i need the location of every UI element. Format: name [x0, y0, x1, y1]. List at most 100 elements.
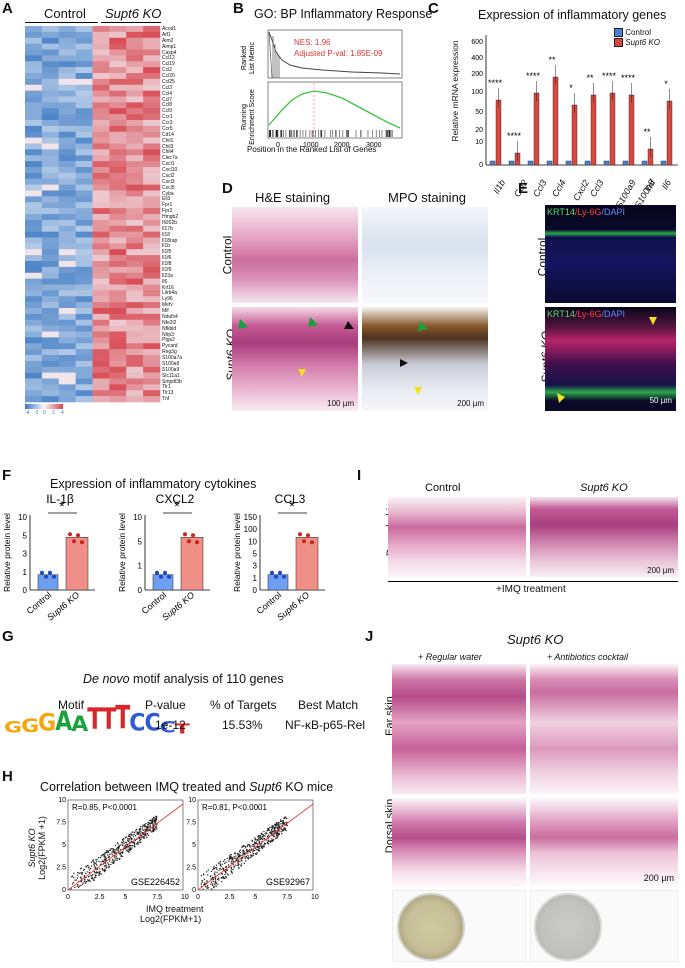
scatter-point: [213, 886, 215, 889]
scatter-point: [114, 859, 116, 862]
scatter-point: [252, 849, 255, 851]
heatmap-cell: [143, 61, 161, 68]
scatter-point: [253, 841, 256, 843]
heatmap-cell: [92, 343, 110, 350]
scatter-point: [237, 864, 239, 867]
heatmap-group-ko: Supt6 KO: [105, 6, 162, 21]
scale-tick: -2: [34, 410, 39, 416]
scatter-stats: R=0.81, P<0.0001: [202, 803, 267, 812]
scatter-point: [248, 848, 251, 851]
heatmap-cell: [109, 49, 127, 56]
scatter-point: [82, 882, 84, 884]
gene-label: Ccl12: [162, 55, 175, 62]
scatter-point: [286, 824, 288, 827]
scatter-point: [140, 838, 142, 841]
cytokine-point-ko: [187, 539, 191, 544]
scatter-point: [283, 817, 285, 820]
heatmap-cell: [25, 255, 43, 262]
heatmap-cell: [143, 343, 161, 350]
heatmap-cell: [58, 172, 76, 180]
scatter-point: [144, 823, 146, 826]
legend-ko: Supt6 KO: [625, 38, 660, 47]
scatter-point: [272, 835, 275, 837]
scatter-point: [104, 852, 106, 855]
scatter-point: [253, 845, 256, 847]
scale-tick: -4: [25, 410, 30, 416]
scatter-point: [237, 861, 239, 863]
cytokine-point-ko: [195, 540, 199, 545]
cytokine-significance: *: [59, 498, 65, 514]
heatmap-cell: [41, 249, 60, 256]
scatter-point: [255, 847, 257, 850]
heatmap-cell: [143, 249, 161, 256]
cytokine-point-control: [40, 570, 44, 575]
heatmap-cell: [143, 214, 161, 221]
scatter-point: [226, 857, 228, 860]
scatter-point: [238, 853, 240, 855]
scatter-point: [124, 844, 126, 846]
heatmap-cell: [25, 266, 43, 274]
heatmap-cell: [143, 114, 161, 121]
scatter-point: [241, 854, 243, 857]
scatter-point: [92, 878, 94, 880]
qpcr-significance: ****: [621, 73, 636, 83]
heatmap-cell: [126, 313, 144, 321]
scatter-point: [119, 852, 122, 854]
scatter-fit-line: [67, 803, 184, 891]
scatter-point: [139, 829, 141, 832]
heatmap-cell: [41, 208, 60, 215]
heatmap-cell: [109, 61, 127, 68]
scatter-point: [255, 838, 257, 840]
motif-header-bestmatch: Best Match: [298, 698, 359, 712]
scatter-point: [248, 844, 251, 846]
scatter-point: [215, 864, 218, 867]
scatter-point: [252, 845, 254, 848]
heatmap-cell: [109, 196, 127, 203]
qpcr-ylabel: Relative mRNA expression: [450, 40, 460, 142]
gene-label: Aif1: [162, 31, 171, 38]
scatter-point: [214, 880, 216, 883]
gene-label: Nlrp3: [162, 331, 174, 338]
scatter-point: [271, 827, 274, 830]
scatter-point: [139, 839, 141, 842]
scatter-point: [250, 855, 253, 857]
dorsal-regular-image: [392, 798, 526, 886]
scatter-point: [241, 857, 244, 859]
scatter-point: [112, 850, 114, 853]
cytokine-bar-ko: [180, 537, 204, 591]
heatmap-cell: [109, 290, 127, 297]
heatmap-cell: [143, 266, 161, 274]
qpcr-gene-label: Il1b: [491, 178, 508, 196]
scatter-point: [104, 862, 107, 864]
scatter-x-tick: 7.5: [152, 894, 162, 901]
heatmap-cell: [126, 43, 144, 50]
qpcr-y-tick: 50: [475, 109, 483, 116]
scatter-y-tick: 7.5: [56, 820, 66, 827]
cytokine-point-control: [48, 570, 52, 575]
cytokine-point-ko: [80, 540, 84, 545]
heatmap-cell: [126, 90, 144, 97]
scatter-point: [139, 828, 142, 830]
scatter-point: [285, 822, 287, 824]
gene-label: Casp4: [162, 49, 177, 56]
heatmap-cell: [126, 255, 144, 262]
heatmap-cell: [25, 49, 43, 56]
heatmap-cell: [25, 319, 43, 326]
ear-antibiotic-image: [530, 664, 678, 794]
heatmap-cell: [75, 61, 93, 68]
scatter-point: [151, 831, 154, 833]
scatter-point: [108, 855, 111, 857]
heatmap-cell: [126, 290, 144, 297]
legend-control: Control: [625, 28, 652, 37]
scatter-point: [142, 824, 144, 826]
heatmap-cell: [58, 143, 76, 150]
scatter-point: [202, 873, 205, 875]
scatter-point: [150, 821, 153, 823]
scatter-point: [266, 841, 269, 844]
svg-text:2000: 2000: [334, 142, 350, 149]
heatmap-cell: [109, 96, 127, 103]
heatmap-cell: [143, 243, 161, 250]
heatmap-cell: [25, 214, 43, 221]
heatmap-cell: [58, 49, 76, 56]
heatmap-cell: [126, 296, 144, 303]
